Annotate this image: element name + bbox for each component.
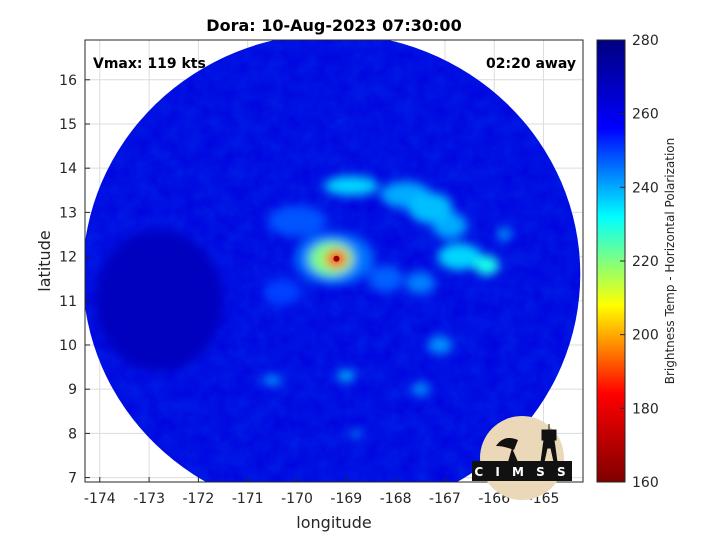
- convection-cell: [427, 336, 453, 354]
- convection-cell: [407, 192, 453, 224]
- x-tick-label: -169: [330, 491, 362, 507]
- y-tick-label: 7: [68, 471, 77, 487]
- y-tick-label: 9: [68, 382, 77, 398]
- x-tick-label: -172: [183, 491, 215, 507]
- logo-banner: [472, 461, 572, 481]
- axis-ticks: -174 -173 -172 -171 -170 -169 -168 -167 -166 -165…: [59, 73, 559, 507]
- logo-sun-disc: [480, 416, 564, 500]
- colorbar-tick-label: 240: [632, 180, 659, 196]
- time-away-annotation: 02:20 away: [486, 56, 576, 72]
- plot-area: -174 -173 -172 -171 -170 -169 -168 -167 -166 -165…: [59, 39, 584, 507]
- convection-cell: [368, 265, 404, 292]
- colorbar-tick-label: 280: [632, 33, 659, 49]
- convection-cell: [437, 243, 482, 270]
- storm-eye-core: [333, 255, 340, 262]
- x-tick-label: -174: [84, 491, 116, 507]
- x-axis-label: longitude: [296, 513, 371, 532]
- y-tick-label: 16: [59, 73, 77, 89]
- convection-cell: [324, 176, 379, 196]
- x-tick-label: -168: [380, 491, 412, 507]
- convection-cell: [262, 278, 302, 306]
- convection-cell: [262, 375, 283, 386]
- x-tick-label: -171: [232, 491, 264, 507]
- convection-cell: [337, 370, 356, 382]
- convection-cell: [496, 229, 512, 240]
- y-tick-label: 13: [59, 205, 77, 221]
- y-tick-label: 14: [59, 161, 77, 177]
- y-tick-label: 12: [59, 250, 77, 266]
- x-tick-label: -170: [281, 491, 313, 507]
- brightness-temperature-field: [85, 40, 581, 482]
- y-tick-label: 8: [68, 426, 77, 442]
- logo-water-tower-icon: [540, 424, 558, 463]
- cimss-logo: C I M S S: [472, 416, 572, 500]
- colorbar: 160 180 200 220 240 260 280 Brightness Temp - …: [596, 33, 677, 491]
- logo-satellite-dish-icon: [496, 438, 518, 462]
- convection-cell: [474, 255, 500, 276]
- x-tick-label: -167: [429, 491, 461, 507]
- vmax-annotation: Vmax: 119 kts: [93, 56, 206, 72]
- colorbar-tick-label: 220: [632, 254, 659, 270]
- colorbar-tick-label: 260: [632, 107, 659, 123]
- convection-cell: [267, 205, 327, 237]
- colorbar-label: Brightness Temp - Horizontal Polarizatio…: [663, 138, 677, 385]
- plot-frame: [84, 39, 584, 483]
- y-tick-label: 10: [59, 338, 77, 354]
- colorbar-ticks: 160 180 200 220 240 260 280: [620, 33, 659, 491]
- colorbar-tick-label: 160: [632, 475, 659, 491]
- chart-title: Dora: 10-Aug-2023 07:30:00: [206, 16, 461, 35]
- x-tick-label: -173: [133, 491, 165, 507]
- logo-text: C I M S S: [474, 465, 569, 479]
- convection-features: [94, 176, 512, 438]
- colorbar-tick-label: 200: [632, 328, 659, 344]
- convection-cell: [351, 428, 362, 438]
- convection-cell: [94, 230, 224, 372]
- y-tick-label: 15: [59, 117, 77, 133]
- y-axis-label: latitude: [35, 230, 54, 291]
- colorbar-tick-label: 180: [632, 401, 659, 417]
- convection-cell: [405, 272, 436, 295]
- y-tick-label: 11: [59, 294, 77, 310]
- convection-cell: [411, 382, 430, 396]
